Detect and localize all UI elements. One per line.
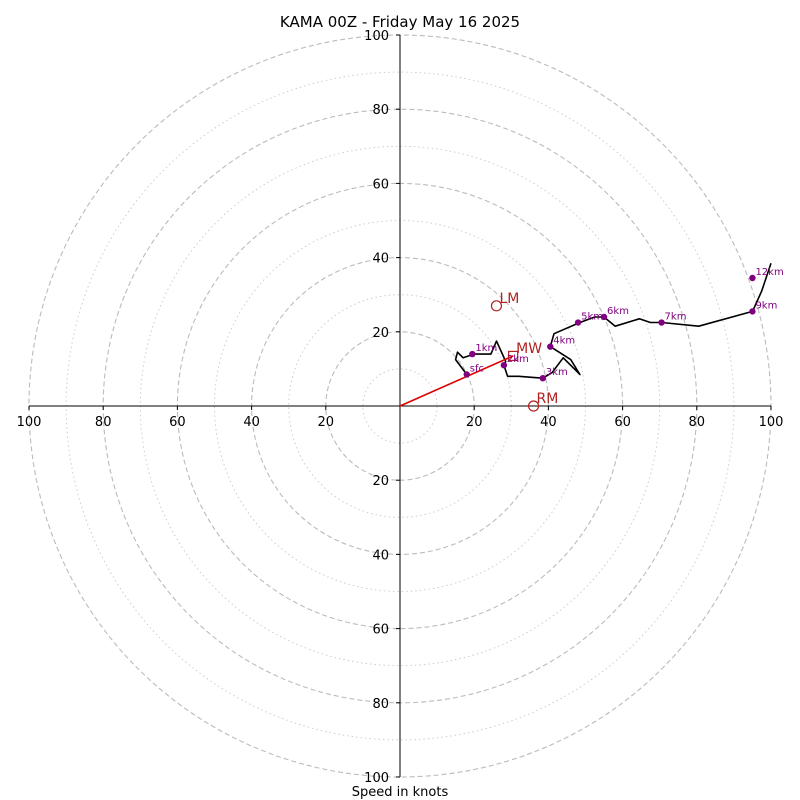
- height-label-2km: 2km: [507, 354, 529, 365]
- height-dot-5km: [574, 319, 582, 326]
- x-tick-label: 60: [169, 415, 186, 430]
- rm-marker: [527, 400, 540, 412]
- tick-labels: 100 80 60 40 20 20 40 60 80 100 100 80 60 40 20 20 40 60 8…: [17, 29, 784, 786]
- y-tick-label: 40: [372, 548, 389, 563]
- height-label-sfc: sfc: [470, 363, 484, 374]
- height-dot-6km: [600, 313, 608, 321]
- chart-title: KAMA 00Z - Friday May 16 2025: [280, 13, 520, 31]
- y-tick-label: 60: [372, 177, 389, 192]
- height-dot-9km: [749, 308, 756, 315]
- mean-wind-vector: [399, 355, 514, 407]
- height-dot-2km: [500, 361, 508, 369]
- hodograph-line: [454, 262, 772, 380]
- x-tick-label: 100: [17, 415, 42, 430]
- x-tick-label: 60: [614, 415, 631, 430]
- x-tick-label: 80: [689, 415, 706, 430]
- y-tick-label: 100: [364, 771, 389, 786]
- height-markers: sfc 1km 2km 3km 4km 5km 6km 7km 9km 12km: [463, 267, 784, 382]
- rm-label: RM: [537, 391, 559, 407]
- height-label-7km: 7km: [665, 312, 687, 323]
- x-tick-label: 40: [540, 415, 557, 430]
- height-dot-3km: [539, 374, 547, 382]
- y-tick-label: 80: [372, 697, 389, 712]
- x-tick-label: 40: [243, 415, 260, 430]
- hodograph-trace: [399, 262, 772, 407]
- height-dot-12km: [749, 274, 756, 282]
- height-label-4km: 4km: [553, 336, 575, 347]
- storm-motion-markers: LM MW RM: [490, 291, 559, 412]
- height-label-3km: 3km: [546, 367, 568, 378]
- x-tick-label: 20: [466, 415, 483, 430]
- lm-marker: [490, 300, 503, 312]
- height-dot-4km: [547, 343, 554, 350]
- y-tick-label: 40: [372, 252, 389, 267]
- height-dot-7km: [658, 319, 665, 326]
- y-tick-label: 60: [372, 623, 389, 638]
- x-tick-label: 20: [318, 415, 335, 430]
- height-label-5km: 5km: [581, 312, 603, 323]
- y-tick-label: 80: [372, 103, 389, 118]
- height-label-6km: 6km: [607, 306, 629, 317]
- x-axis-label: Speed in knots: [352, 785, 449, 800]
- height-dot-sfc: [463, 371, 470, 378]
- height-label-12km: 12km: [755, 267, 783, 278]
- x-tick-label: 100: [759, 415, 784, 430]
- x-tick-label: 80: [95, 415, 112, 430]
- height-dot-1km: [469, 350, 476, 358]
- height-label-9km: 9km: [755, 300, 777, 311]
- y-tick-label: 20: [372, 326, 389, 341]
- lm-label: LM: [499, 291, 519, 307]
- y-tick-label: 20: [372, 474, 389, 489]
- y-tick-label: 100: [364, 29, 389, 44]
- height-label-1km: 1km: [475, 343, 497, 354]
- mw-marker: [508, 350, 519, 362]
- mw-label: MW: [516, 341, 542, 357]
